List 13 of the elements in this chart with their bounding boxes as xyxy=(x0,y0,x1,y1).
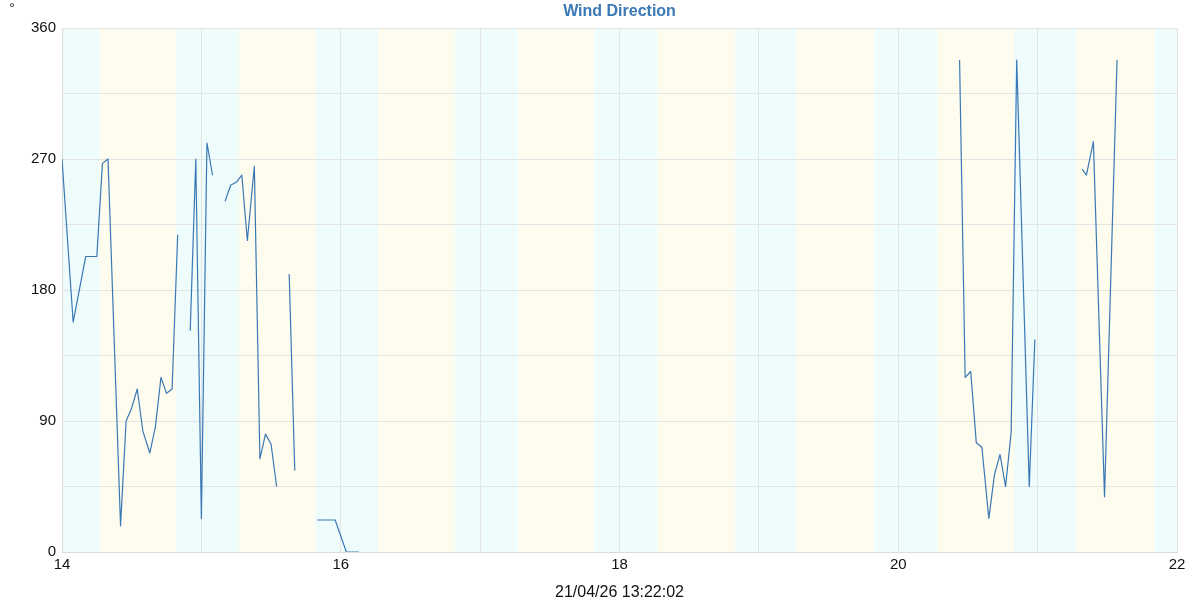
y-tick-label: 0 xyxy=(47,542,56,560)
x-tick-label: 22 xyxy=(1168,555,1186,573)
text: 21/04/26 13:22:02 xyxy=(554,583,685,600)
chart-title: Wind Direction xyxy=(563,2,676,20)
y-tick-label: 360 xyxy=(30,18,56,36)
x-tick-label: 18 xyxy=(611,555,628,573)
y-tick-label: 270 xyxy=(30,149,56,167)
x-tick-label: 20 xyxy=(889,555,907,573)
y-axis-title: ° xyxy=(9,0,15,16)
x-tick-label: 16 xyxy=(332,555,350,573)
y-tick-label: 90 xyxy=(39,411,56,429)
y-tick-label: 180 xyxy=(30,280,56,298)
x-tick-label: 14 xyxy=(53,555,71,573)
